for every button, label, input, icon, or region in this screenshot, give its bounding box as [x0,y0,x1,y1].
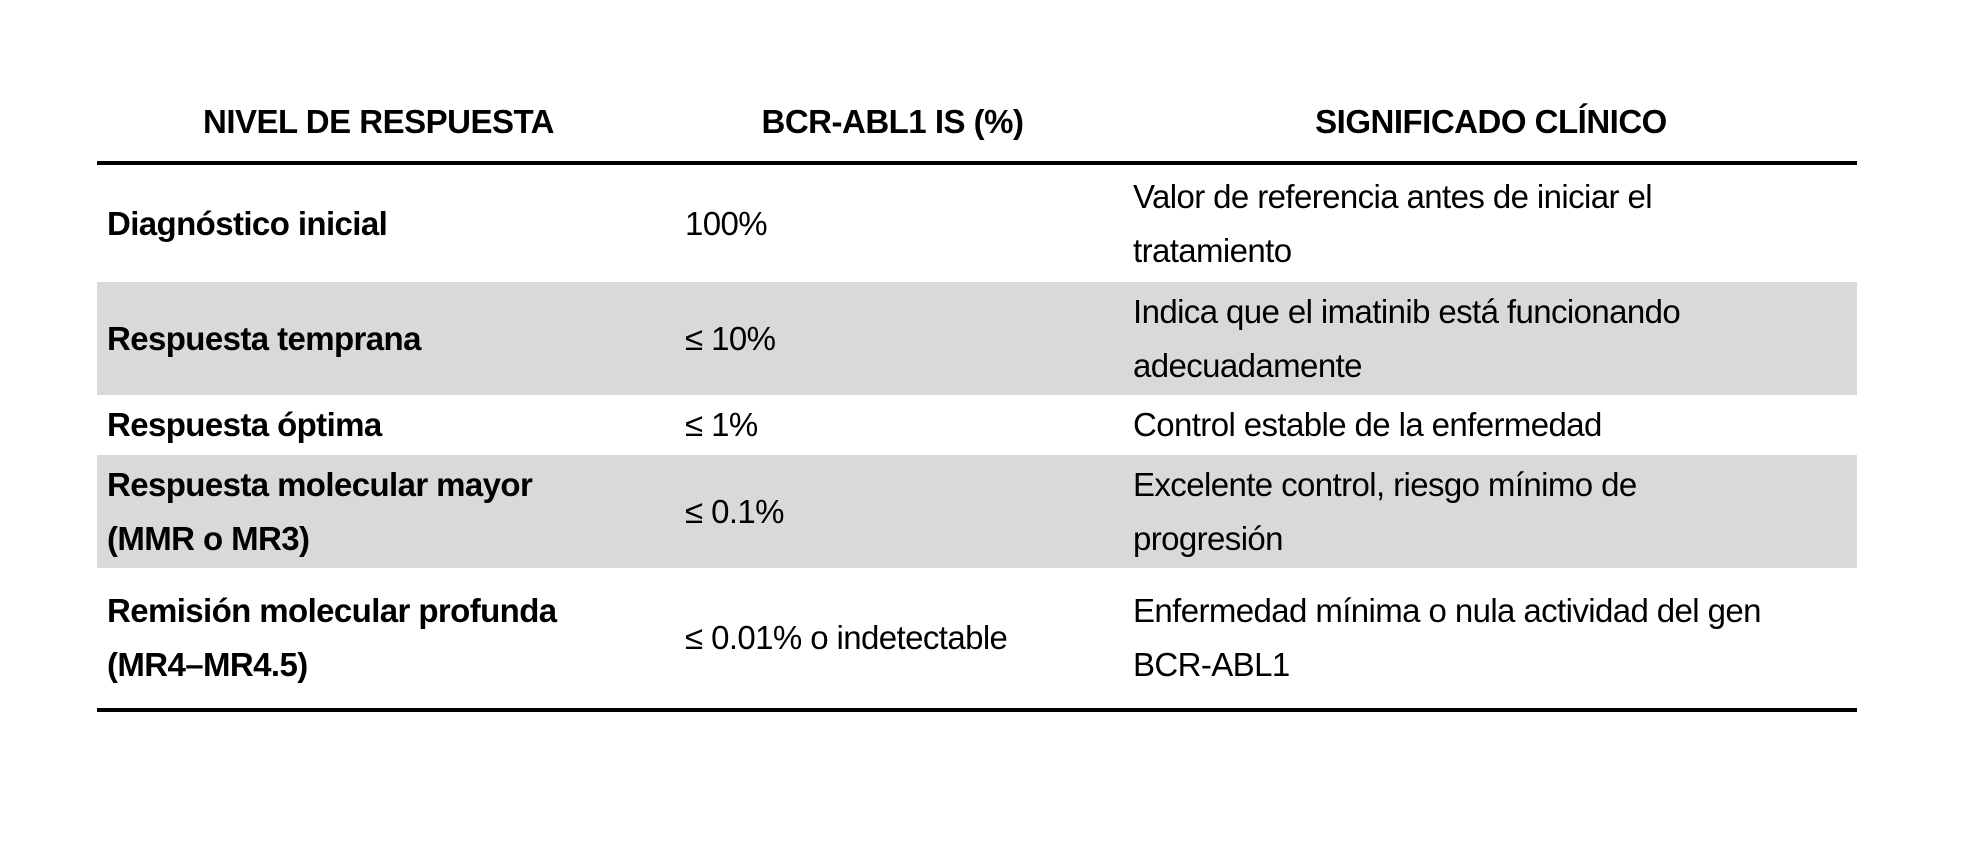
cell-bcr-abl1: ≤ 0.01% o indetectable [685,619,1008,656]
table-row: Remisión molecular profunda (MR4–MR4.5) … [97,568,1857,708]
cell-nivel: Respuesta temprana [107,319,421,357]
cell-bcr-abl1: 100% [685,204,768,242]
cell-significado: Indica que el imatinib está funcionando … [1133,292,1681,384]
cell-bcr-abl1: ≤ 1% [685,406,758,443]
table-row: Respuesta temprana ≤ 10% Indica que el i… [97,282,1857,395]
cell-significado: Valor de referencia antes de iniciar el … [1133,177,1653,269]
cell-nivel: Respuesta óptima [107,406,382,443]
cell-bcr-abl1: ≤ 0.1% [685,492,785,530]
column-header-nivel: NIVEL DE RESPUESTA [202,103,555,140]
response-levels-table: NIVEL DE RESPUESTA BCR-ABL1 IS (%) SIGNI… [97,83,1857,712]
table-bottom-rule [97,708,1857,712]
cell-significado: Control estable de la enfermedad [1133,406,1602,443]
cell-nivel: Respuesta molecular mayor (MMR o MR3) [107,465,533,557]
column-header-significado: SIGNIFICADO CLÍNICO [1315,103,1667,140]
column-header-bcr-abl1: BCR-ABL1 IS (%) [761,103,1025,140]
cell-nivel: Remisión molecular profunda (MR4–MR4.5) [107,592,557,683]
cell-significado: Excelente control, riesgo mínimo de prog… [1133,465,1637,557]
table-row: Diagnóstico inicial 100% Valor de refere… [97,165,1857,282]
table-row: Respuesta molecular mayor (MMR o MR3) ≤ … [97,455,1857,568]
cell-significado: Enfermedad mínima o nula actividad del g… [1133,592,1761,683]
table-header-row: NIVEL DE RESPUESTA BCR-ABL1 IS (%) SIGNI… [97,83,1857,165]
table-row: Respuesta óptima ≤ 1% Control estable de… [97,395,1857,455]
cell-bcr-abl1: ≤ 10% [685,319,776,357]
cell-nivel: Diagnóstico inicial [107,204,388,242]
